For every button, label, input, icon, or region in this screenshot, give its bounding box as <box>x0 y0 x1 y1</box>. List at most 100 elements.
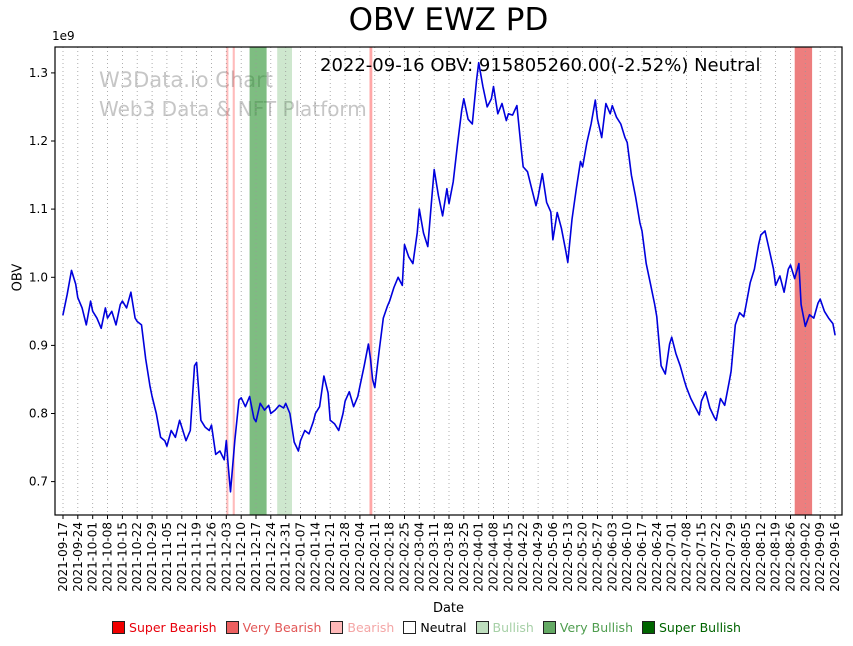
x-tick-label: 2021-11-12 <box>175 522 189 592</box>
x-tick-label: 2022-03-18 <box>442 522 456 592</box>
x-tick-label: 2022-06-17 <box>635 522 649 592</box>
watermark-line-2: Web3 Data & NFT Platform <box>99 97 367 121</box>
x-tick-label: 2021-11-19 <box>190 522 204 592</box>
x-tick-label: 2022-08-05 <box>739 522 753 592</box>
svg-text:2021-12-17: 2021-12-17 <box>249 522 263 592</box>
svg-text:2022-09-09: 2022-09-09 <box>813 522 827 592</box>
x-tick-label: 2022-03-11 <box>427 522 441 592</box>
svg-text:2021-09-17: 2021-09-17 <box>56 522 70 592</box>
svg-text:2022-03-04: 2022-03-04 <box>412 522 426 592</box>
band-bearish <box>232 47 235 515</box>
super-bullish-swatch-icon <box>642 621 655 634</box>
neutral-swatch-icon <box>403 621 417 634</box>
x-tick-label: 2021-11-05 <box>160 522 174 592</box>
x-tick-label: 2022-05-27 <box>591 522 605 592</box>
svg-text:2022-04-29: 2022-04-29 <box>531 522 545 592</box>
x-tick-label: 2021-09-17 <box>56 522 70 592</box>
svg-text:2022-01-07: 2022-01-07 <box>294 522 308 592</box>
x-tick-label: 2021-12-10 <box>234 522 248 592</box>
very-bullish-swatch-icon <box>542 621 556 634</box>
svg-text:2022-07-08: 2022-07-08 <box>680 522 694 592</box>
svg-text:2021-10-29: 2021-10-29 <box>145 522 159 592</box>
svg-text:2021-11-12: 2021-11-12 <box>175 522 189 592</box>
x-tick-label: 2022-06-24 <box>650 522 664 592</box>
legend-item-very-bullish: Very Bullish <box>542 620 633 635</box>
x-tick-label: 2022-05-06 <box>546 522 560 592</box>
svg-text:2022-07-01: 2022-07-01 <box>665 522 679 592</box>
x-tick-label: 2022-07-01 <box>665 522 679 592</box>
watermark: W3Data.io Chart Web3 Data & NFT Platform <box>99 68 367 121</box>
y-tick-label: 1.1 <box>29 202 48 216</box>
svg-text:2022-05-06: 2022-05-06 <box>546 522 560 592</box>
x-tick-label: 2022-02-11 <box>368 522 382 592</box>
legend-label-neutral: Neutral <box>420 620 467 635</box>
super-bearish-swatch-icon <box>112 621 126 634</box>
svg-text:2021-11-05: 2021-11-05 <box>160 522 174 592</box>
x-tick-label: 2022-02-25 <box>398 522 412 592</box>
svg-text:2022-04-15: 2022-04-15 <box>501 522 515 592</box>
x-tick-label: 2022-08-19 <box>769 522 783 592</box>
svg-text:2022-08-12: 2022-08-12 <box>754 522 768 592</box>
x-tick-label: 2021-09-24 <box>71 522 85 592</box>
x-tick-label: 2022-02-18 <box>383 522 397 592</box>
svg-text:2021-12-03: 2021-12-03 <box>219 522 233 592</box>
svg-text:2022-08-26: 2022-08-26 <box>784 522 798 592</box>
y-tick-label: 0.9 <box>29 338 48 352</box>
svg-text:2021-09-24: 2021-09-24 <box>71 522 85 592</box>
x-tick-label: 2021-12-24 <box>264 522 278 592</box>
x-tick-label: 2021-10-01 <box>86 522 100 592</box>
x-tick-label: 2022-01-14 <box>308 522 322 592</box>
x-tick-label: 2022-01-28 <box>338 522 352 592</box>
x-tick-label: 2022-07-08 <box>680 522 694 592</box>
svg-text:2022-03-18: 2022-03-18 <box>442 522 456 592</box>
y-tick-label: 1.0 <box>29 270 48 284</box>
svg-text:2022-08-05: 2022-08-05 <box>739 522 753 592</box>
svg-text:2022-01-28: 2022-01-28 <box>338 522 352 592</box>
svg-text:2022-04-22: 2022-04-22 <box>516 522 530 592</box>
svg-text:2021-12-10: 2021-12-10 <box>234 522 248 592</box>
x-tick-label: 2022-04-15 <box>501 522 515 592</box>
svg-text:2022-02-04: 2022-02-04 <box>353 522 367 592</box>
x-tick-label: 2022-06-10 <box>620 522 634 592</box>
x-tick-label: 2022-01-07 <box>294 522 308 592</box>
legend: Super Bearish Very Bearish Bearish Neutral B… <box>0 620 853 635</box>
x-tick-label: 2021-10-08 <box>101 522 115 592</box>
bearish-swatch-icon <box>330 621 344 634</box>
legend-label-bearish: Bearish <box>347 620 395 635</box>
x-tick-label: 2022-05-13 <box>561 522 575 592</box>
svg-text:2022-06-17: 2022-06-17 <box>635 522 649 592</box>
x-axis-label: Date <box>432 601 465 616</box>
y-tick-label: 0.7 <box>29 475 48 489</box>
svg-text:2021-10-15: 2021-10-15 <box>115 522 129 592</box>
y-axis-offset-text: 1e9 <box>52 29 75 43</box>
legend-item-bullish: Bullish <box>475 620 534 635</box>
svg-text:2022-09-16: 2022-09-16 <box>828 522 842 592</box>
annotation-text: 2022-09-16 OBV: 915805260.00(-2.52%) Neu… <box>320 55 761 76</box>
svg-text:2021-12-31: 2021-12-31 <box>279 522 293 592</box>
svg-text:2022-05-20: 2022-05-20 <box>576 522 590 592</box>
y-tick-label: 0.8 <box>29 407 48 421</box>
x-tick-label: 2022-07-29 <box>724 522 738 592</box>
y-tick-label: 1.3 <box>29 66 48 80</box>
x-tick-label: 2021-11-26 <box>205 522 219 592</box>
x-tick-label: 2022-08-26 <box>784 522 798 592</box>
watermark-line-1: W3Data.io Chart <box>99 68 274 92</box>
legend-label-super-bearish: Super Bearish <box>129 620 217 635</box>
x-tick-label: 2022-09-02 <box>798 522 812 592</box>
band-bullish <box>277 47 292 515</box>
svg-text:2022-07-15: 2022-07-15 <box>694 522 708 592</box>
svg-text:2022-02-25: 2022-02-25 <box>398 522 412 592</box>
x-tick-label: 2021-10-22 <box>130 522 144 592</box>
svg-text:2021-10-01: 2021-10-01 <box>86 522 100 592</box>
band-bearish <box>369 47 373 515</box>
svg-text:2022-05-13: 2022-05-13 <box>561 522 575 592</box>
x-tick-label: 2021-12-17 <box>249 522 263 592</box>
bullish-swatch-icon <box>475 621 489 634</box>
x-tick-label: 2022-01-21 <box>323 522 337 592</box>
x-tick-label: 2022-04-29 <box>531 522 545 592</box>
svg-text:2022-01-14: 2022-01-14 <box>308 522 322 592</box>
x-tick-label: 2022-03-25 <box>457 522 471 592</box>
x-tick-label: 2022-04-22 <box>516 522 530 592</box>
